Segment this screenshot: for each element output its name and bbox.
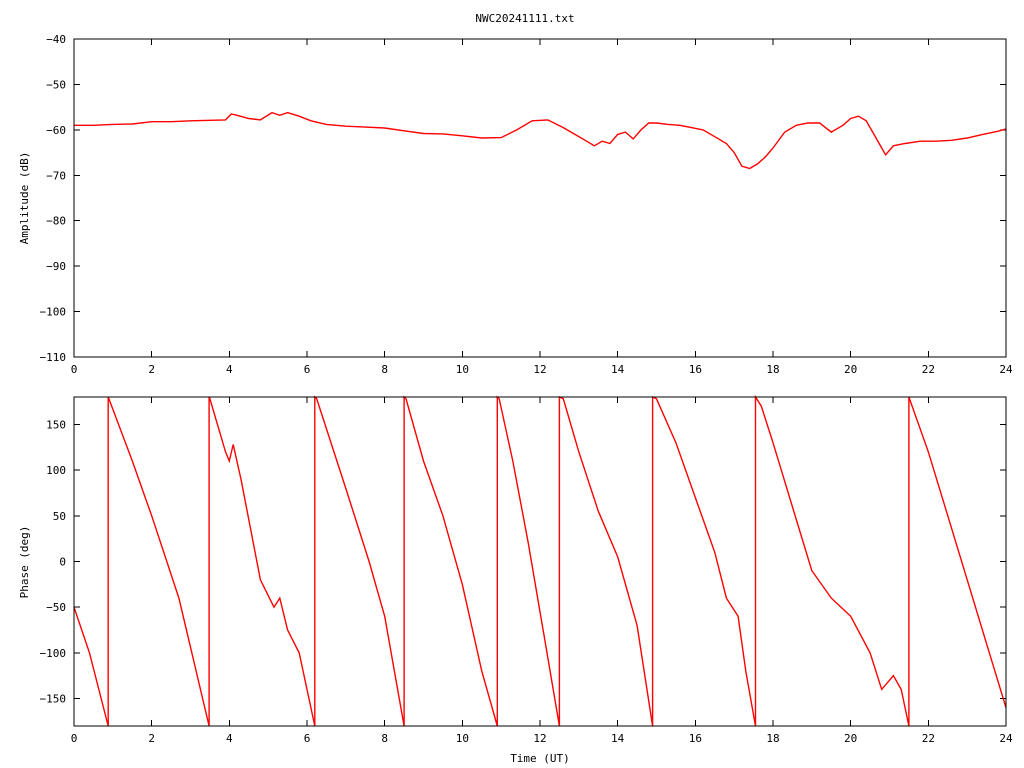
phase-plot-frame — [73, 396, 1007, 727]
phase-x-tick-label: 14 — [611, 732, 625, 745]
phase-y-tick-label: −50 — [46, 601, 66, 614]
phase-y-axis-label: Phase (deg) — [18, 526, 31, 599]
amplitude-x-tick-label: 2 — [148, 363, 155, 376]
amplitude-x-tick-label: 10 — [456, 363, 469, 376]
amplitude-y-tick-label: −110 — [40, 351, 67, 364]
phase-x-tick-label: 6 — [304, 732, 311, 745]
amplitude-y-tick-label: −80 — [46, 215, 66, 228]
amplitude-y-tick-label: −50 — [46, 78, 66, 91]
amplitude-y-tick-label: −90 — [46, 260, 66, 273]
amplitude-y-axis-label: Amplitude (dB) — [18, 152, 31, 245]
phase-series-line — [73, 394, 1007, 727]
phase-x-tick-label: 16 — [689, 732, 702, 745]
amplitude-x-tick-label: 6 — [304, 363, 311, 376]
phase-x-tick-label: 10 — [456, 732, 469, 745]
phase-x-tick-label: 8 — [381, 732, 388, 745]
phase-x-tick-label: 22 — [922, 732, 935, 745]
phase-x-tick-label: 24 — [999, 732, 1013, 745]
amplitude-series-line — [74, 111, 1007, 170]
phase-axis-ticks: 0 2 4 6 8 10 12 14 16 18 20 22 24−150−100−5005010015… — [40, 397, 1013, 745]
amplitude-x-tick-label: 18 — [766, 363, 779, 376]
phase-y-tick-label: 50 — [53, 510, 66, 523]
amplitude-x-tick-label: 16 — [689, 363, 702, 376]
amplitude-y-tick-label: −70 — [46, 169, 66, 182]
phase-x-tick-label: 0 — [71, 732, 78, 745]
chart-title: NWC20241111.txt — [475, 12, 574, 25]
phase-y-tick-label: −100 — [40, 647, 67, 660]
amplitude-axis-ticks: 0 2 4 6 8 10 12 14 16 18 20 22 24−110−100−90−80−70−6… — [40, 33, 1013, 376]
amplitude-y-tick-label: −40 — [46, 33, 66, 46]
phase-x-tick-label: 18 — [766, 732, 779, 745]
phase-x-tick-label: 20 — [844, 732, 857, 745]
phase-x-tick-label: 4 — [226, 732, 233, 745]
amplitude-x-tick-label: 24 — [999, 363, 1013, 376]
phase-x-tick-label: 2 — [148, 732, 155, 745]
phase-panel: 0 2 4 6 8 10 12 14 16 18 20 22 24−150−100−5005010015… — [18, 394, 1013, 765]
amplitude-plot-frame — [73, 38, 1007, 358]
phase-x-tick-label: 12 — [533, 732, 546, 745]
x-axis-label: Time (UT) — [510, 752, 570, 765]
phase-y-tick-label: 150 — [46, 418, 66, 431]
phase-y-tick-label: −150 — [40, 693, 67, 706]
amplitude-y-tick-label: −60 — [46, 124, 66, 137]
phase-y-tick-label: 100 — [46, 464, 66, 477]
amplitude-x-tick-label: 8 — [381, 363, 388, 376]
amplitude-x-tick-label: 14 — [611, 363, 625, 376]
amplitude-y-tick-label: −100 — [40, 306, 67, 319]
amplitude-x-tick-label: 12 — [533, 363, 546, 376]
amplitude-panel: 0 2 4 6 8 10 12 14 16 18 20 22 24−110−100−90−80−70−6… — [18, 33, 1013, 376]
amplitude-x-tick-label: 22 — [922, 363, 935, 376]
phase-y-tick-label: 0 — [59, 556, 66, 569]
amplitude-x-tick-label: 4 — [226, 363, 233, 376]
amplitude-x-tick-label: 20 — [844, 363, 857, 376]
amplitude-x-tick-label: 0 — [71, 363, 78, 376]
